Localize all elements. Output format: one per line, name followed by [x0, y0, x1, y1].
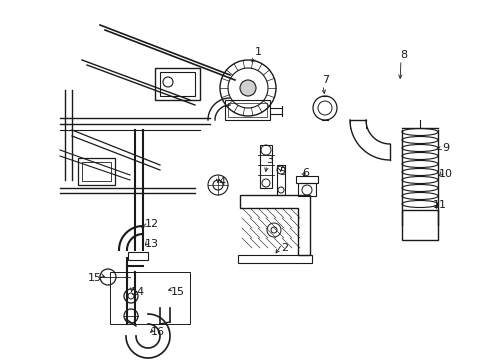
Text: 15: 15: [171, 287, 184, 297]
Text: 4: 4: [218, 177, 225, 187]
Text: 12: 12: [144, 219, 159, 229]
Text: 7: 7: [322, 75, 329, 85]
Text: 9: 9: [442, 143, 448, 153]
Text: 1: 1: [254, 47, 261, 57]
Text: 16: 16: [151, 327, 164, 337]
Text: 3: 3: [266, 155, 273, 165]
Text: 6: 6: [302, 168, 309, 178]
Bar: [110, 272, 190, 324]
Text: 8: 8: [400, 50, 407, 60]
Text: 2: 2: [281, 243, 288, 253]
Text: 13: 13: [145, 239, 159, 249]
Text: 11: 11: [432, 200, 446, 210]
Text: 5: 5: [279, 167, 286, 177]
Circle shape: [240, 80, 256, 96]
Text: 14: 14: [131, 287, 145, 297]
Text: 15: 15: [88, 273, 102, 283]
Text: 10: 10: [438, 169, 452, 179]
